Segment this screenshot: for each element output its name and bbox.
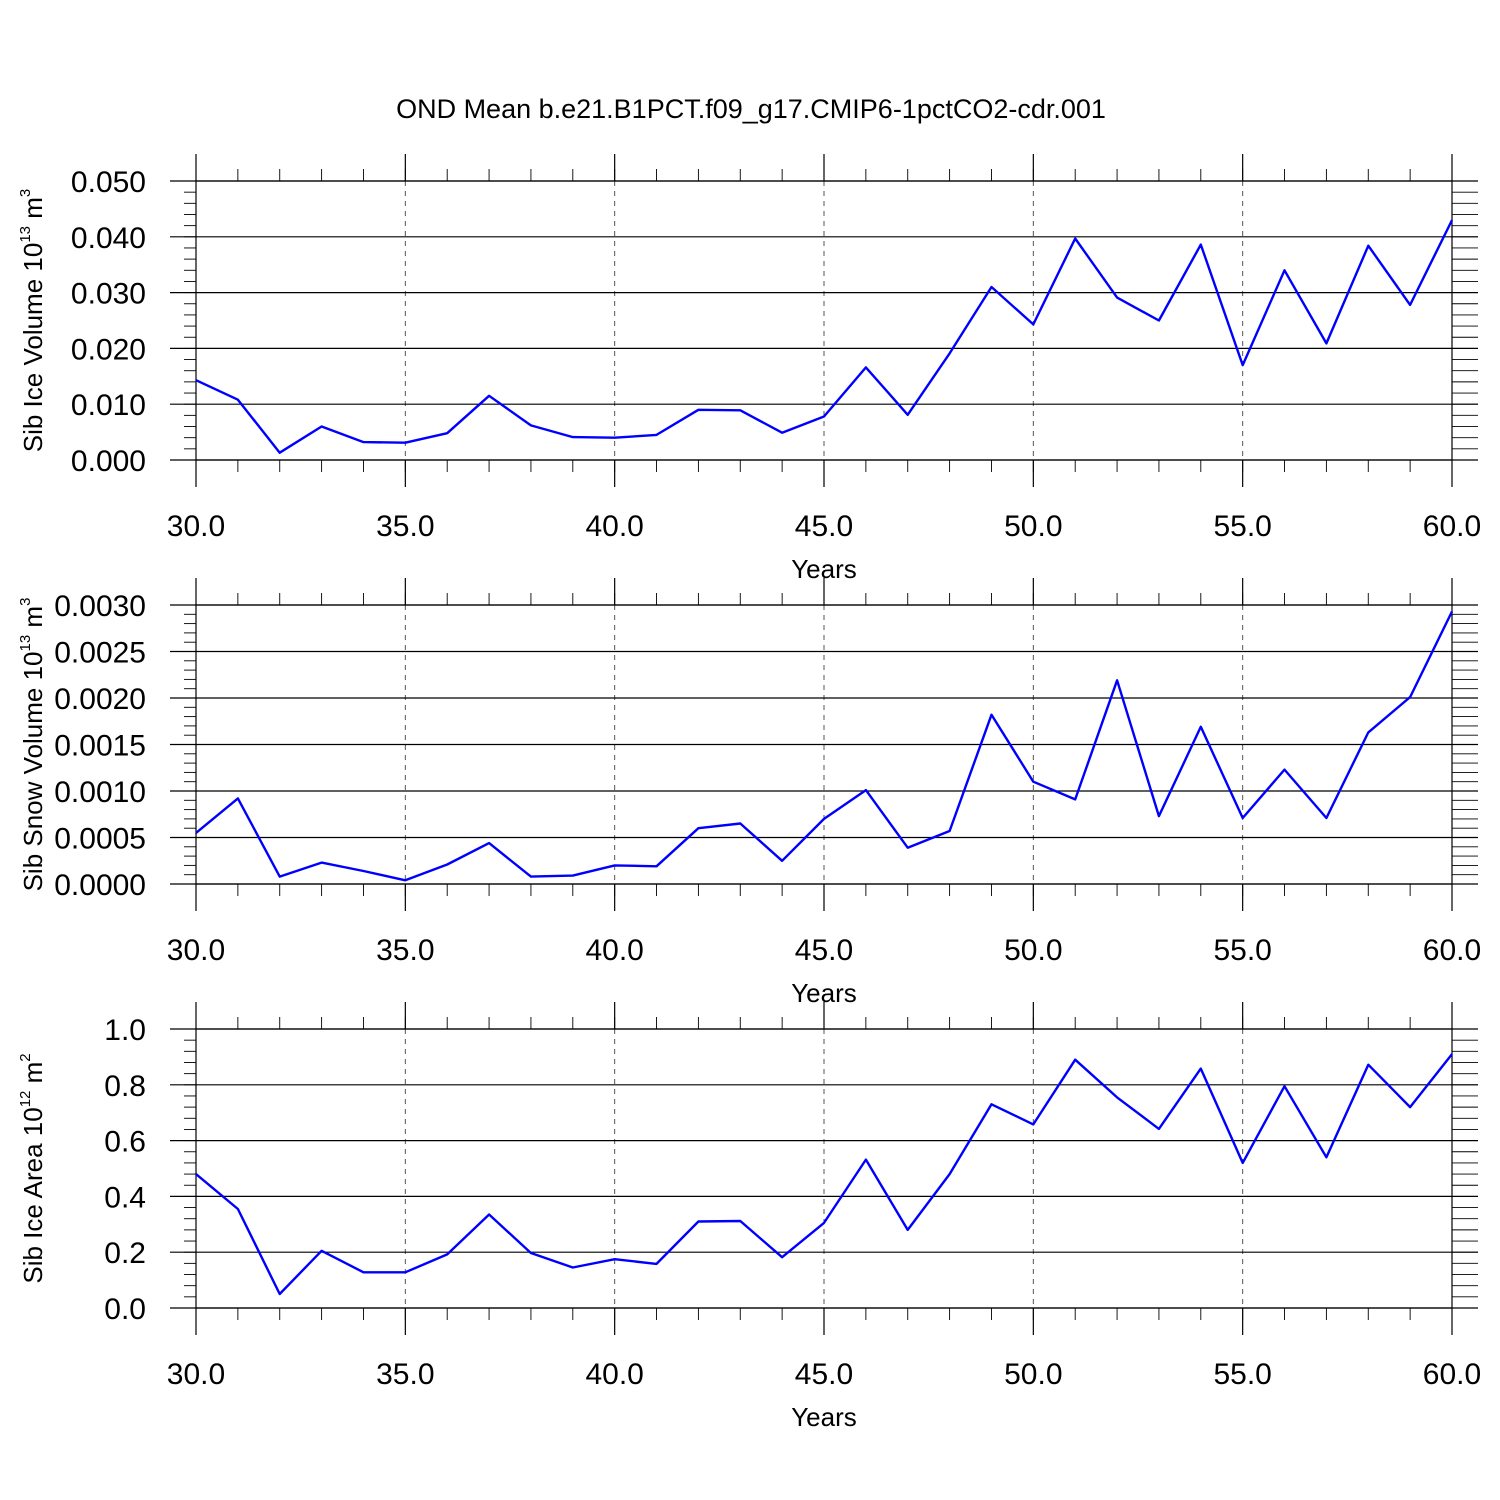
- y-tick-label: 0.010: [71, 389, 146, 422]
- y-tick-label: 0.040: [71, 222, 146, 255]
- chart-panel-1: 30.0 35.0 40.0 45.0 50.0 55.0 60.0 0.000 0.010 0.…: [17, 154, 1481, 584]
- y-axis-title: Sib Ice Area 1012 m2: [17, 1053, 48, 1283]
- x-tick-label: 55.0: [1213, 1358, 1271, 1391]
- y-axis-title-text: Sib Snow Volume 10: [18, 651, 48, 891]
- y-tick-label: 1.0: [104, 1014, 146, 1047]
- x-tick-label: 40.0: [585, 934, 643, 967]
- y-tick-label: 0.0005: [54, 823, 146, 856]
- x-tick-label: 60.0: [1423, 934, 1481, 967]
- y-axis-title-superscript: 3: [17, 598, 34, 606]
- x-tick-label: 45.0: [795, 510, 853, 543]
- x-tick-label: 50.0: [1004, 510, 1062, 543]
- y-tick-label: 0.0015: [54, 730, 146, 763]
- x-tick-label: 40.0: [585, 1358, 643, 1391]
- panels: 30.0 35.0 40.0 45.0 50.0 55.0 60.00.0000.0100.…: [17, 154, 1481, 1432]
- chart-panel-3: 30.0 35.0 40.0 45.0 50.0 55.0 60.0 0.0 0.2 0.4 0.6…: [17, 1002, 1481, 1432]
- y-axis-title-superscript: 13: [17, 635, 34, 652]
- y-tick-label: 0.030: [71, 278, 146, 311]
- x-tick-label: 35.0: [376, 510, 434, 543]
- x-tick-label: 60.0: [1423, 510, 1481, 543]
- x-tick-label: 55.0: [1213, 510, 1271, 543]
- y-tick-label: 0.4: [104, 1181, 146, 1214]
- x-axis-title: Years: [791, 1402, 857, 1432]
- chart-panel-2: 30.0 35.0 40.0 45.0 50.0 55.0 60.0 0.0000 0.0005…: [17, 578, 1481, 1008]
- y-axis-title: Sib Ice Volume 1013 m3: [17, 189, 48, 453]
- y-axis-title-superscript: 13: [17, 226, 34, 243]
- y-tick-label: 0.050: [71, 166, 146, 199]
- y-tick-label: 0.0: [104, 1293, 146, 1326]
- y-tick-label: 0.6: [104, 1126, 146, 1159]
- x-tick-label: 45.0: [795, 1358, 853, 1391]
- x-tick-label: 30.0: [167, 510, 225, 543]
- x-tick-label: 60.0: [1423, 1358, 1481, 1391]
- y-axis-title-superscript: 12: [17, 1091, 34, 1108]
- x-tick-label: 55.0: [1213, 934, 1271, 967]
- y-axis-title-text: m: [18, 606, 48, 635]
- y-axis-title-text: Sib Ice Area 10: [18, 1107, 48, 1283]
- x-tick-label: 30.0: [167, 934, 225, 967]
- y-axis-title-text: m: [18, 1062, 48, 1091]
- y-tick-label: 0.0010: [54, 776, 146, 809]
- y-axis-title: Sib Snow Volume 1013 m3: [17, 598, 48, 892]
- x-tick-label: 35.0: [376, 934, 434, 967]
- x-tick-label: 45.0: [795, 934, 853, 967]
- y-tick-label: 0.0020: [54, 683, 146, 716]
- x-tick-label: 50.0: [1004, 1358, 1062, 1391]
- y-tick-label: 0.0030: [54, 590, 146, 623]
- series-line-1: [195, 219, 1454, 454]
- plot-frame: [195, 180, 1453, 461]
- x-tick-label: 40.0: [585, 510, 643, 543]
- y-axis-title-superscript: 2: [17, 1053, 34, 1061]
- plot-frame: [195, 604, 1453, 885]
- y-axis-title-text: m: [18, 197, 48, 226]
- y-tick-label: 0.000: [71, 445, 146, 478]
- y-tick-label: 0.0025: [54, 637, 146, 670]
- x-tick-label: 50.0: [1004, 934, 1062, 967]
- series-line-1: [195, 610, 1454, 882]
- y-tick-label: 0.2: [104, 1237, 146, 1270]
- x-tick-label: 35.0: [376, 1358, 434, 1391]
- plot-frame: [195, 1028, 1453, 1309]
- y-tick-label: 0.8: [104, 1070, 146, 1103]
- y-tick-label: 0.0000: [54, 869, 146, 902]
- y-axis-title-superscript: 3: [17, 189, 34, 197]
- x-tick-label: 30.0: [167, 1358, 225, 1391]
- chart-title: OND Mean b.e21.B1PCT.f09_g17.CMIP6-1pctC…: [396, 94, 1106, 124]
- y-tick-label: 0.020: [71, 333, 146, 366]
- series-line-1: [195, 1053, 1453, 1296]
- y-axis-title-text: Sib Ice Volume 10: [18, 243, 48, 453]
